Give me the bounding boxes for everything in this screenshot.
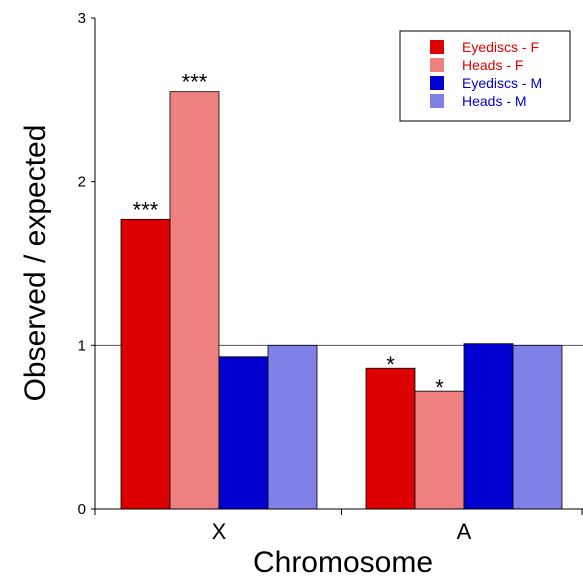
bar-eyediscs-f-a [365, 367, 416, 510]
significance-label: * [386, 352, 395, 377]
bar-eyediscs-f-x [120, 218, 171, 510]
bar-heads-f-a [414, 390, 465, 510]
legend-label: Eyediscs - M [462, 75, 542, 91]
x-tick-label: A [457, 519, 472, 544]
bar-eyediscs-m-a [463, 343, 514, 510]
y-axis-title: Observed / expected [19, 125, 52, 402]
y-tick-label: 2 [78, 174, 86, 191]
significance-label: *** [182, 70, 208, 95]
legend-label: Eyediscs - F [462, 39, 539, 55]
x-tick-label: X [212, 519, 227, 544]
significance-label: *** [133, 197, 159, 222]
legend-swatch [430, 58, 444, 72]
legend-label: Heads - M [462, 93, 527, 109]
legend-swatch [430, 94, 444, 108]
legend-swatch [430, 76, 444, 90]
x-axis-title: Chromosome [253, 546, 433, 579]
bar-eyediscs-m-x [218, 356, 269, 510]
bar-heads-m-a [512, 344, 563, 510]
significance-label: * [435, 375, 444, 400]
legend-label: Heads - F [462, 57, 523, 73]
legend-swatch [430, 40, 444, 54]
y-tick-label: 0 [78, 501, 86, 518]
bar-heads-f-x [169, 91, 220, 510]
bar-heads-m-x [267, 344, 318, 510]
y-tick-label: 3 [78, 10, 86, 27]
y-tick-label: 1 [78, 337, 86, 354]
legend-box [399, 30, 571, 122]
